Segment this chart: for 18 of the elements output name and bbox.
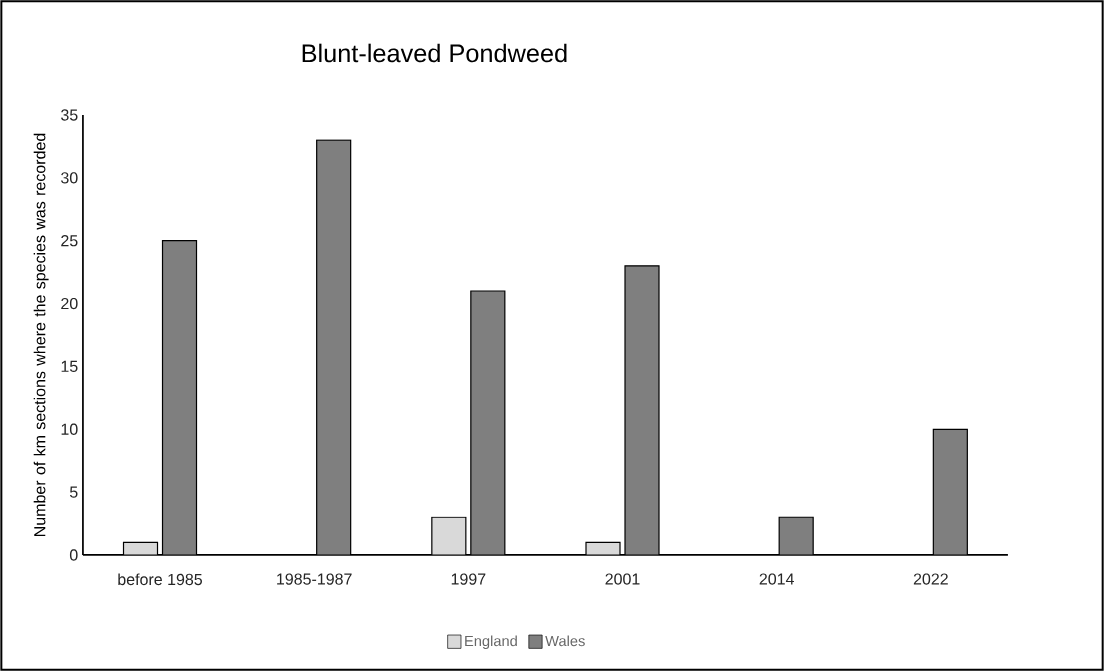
y-tick-label: 0 — [69, 549, 78, 561]
x-tick-label: 2022 — [913, 573, 948, 585]
legend-label: Wales — [545, 635, 585, 647]
legend-label: England — [465, 635, 517, 650]
x-tick-label: 2014 — [759, 573, 794, 585]
chart-title: Blunt-leaved Pondweed — [302, 43, 567, 63]
x-tick-label: 2001 — [605, 573, 640, 585]
x-tick-label: 1985-1987 — [277, 573, 352, 585]
y-tick-label: 5 — [69, 486, 78, 498]
y-axis-title: Number of km sections where the species was recorded — [33, 133, 49, 536]
y-tick-label: 10 — [61, 423, 78, 435]
y-tick-label: 30 — [61, 172, 78, 184]
y-tick-label: 15 — [61, 360, 78, 372]
x-tick-label: before 1985 — [118, 573, 202, 586]
y-tick-label: 25 — [61, 235, 78, 247]
y-tick-label: 35 — [61, 109, 78, 121]
y-tick-label: 20 — [61, 297, 78, 310]
x-tick-label: 1997 — [451, 573, 486, 585]
